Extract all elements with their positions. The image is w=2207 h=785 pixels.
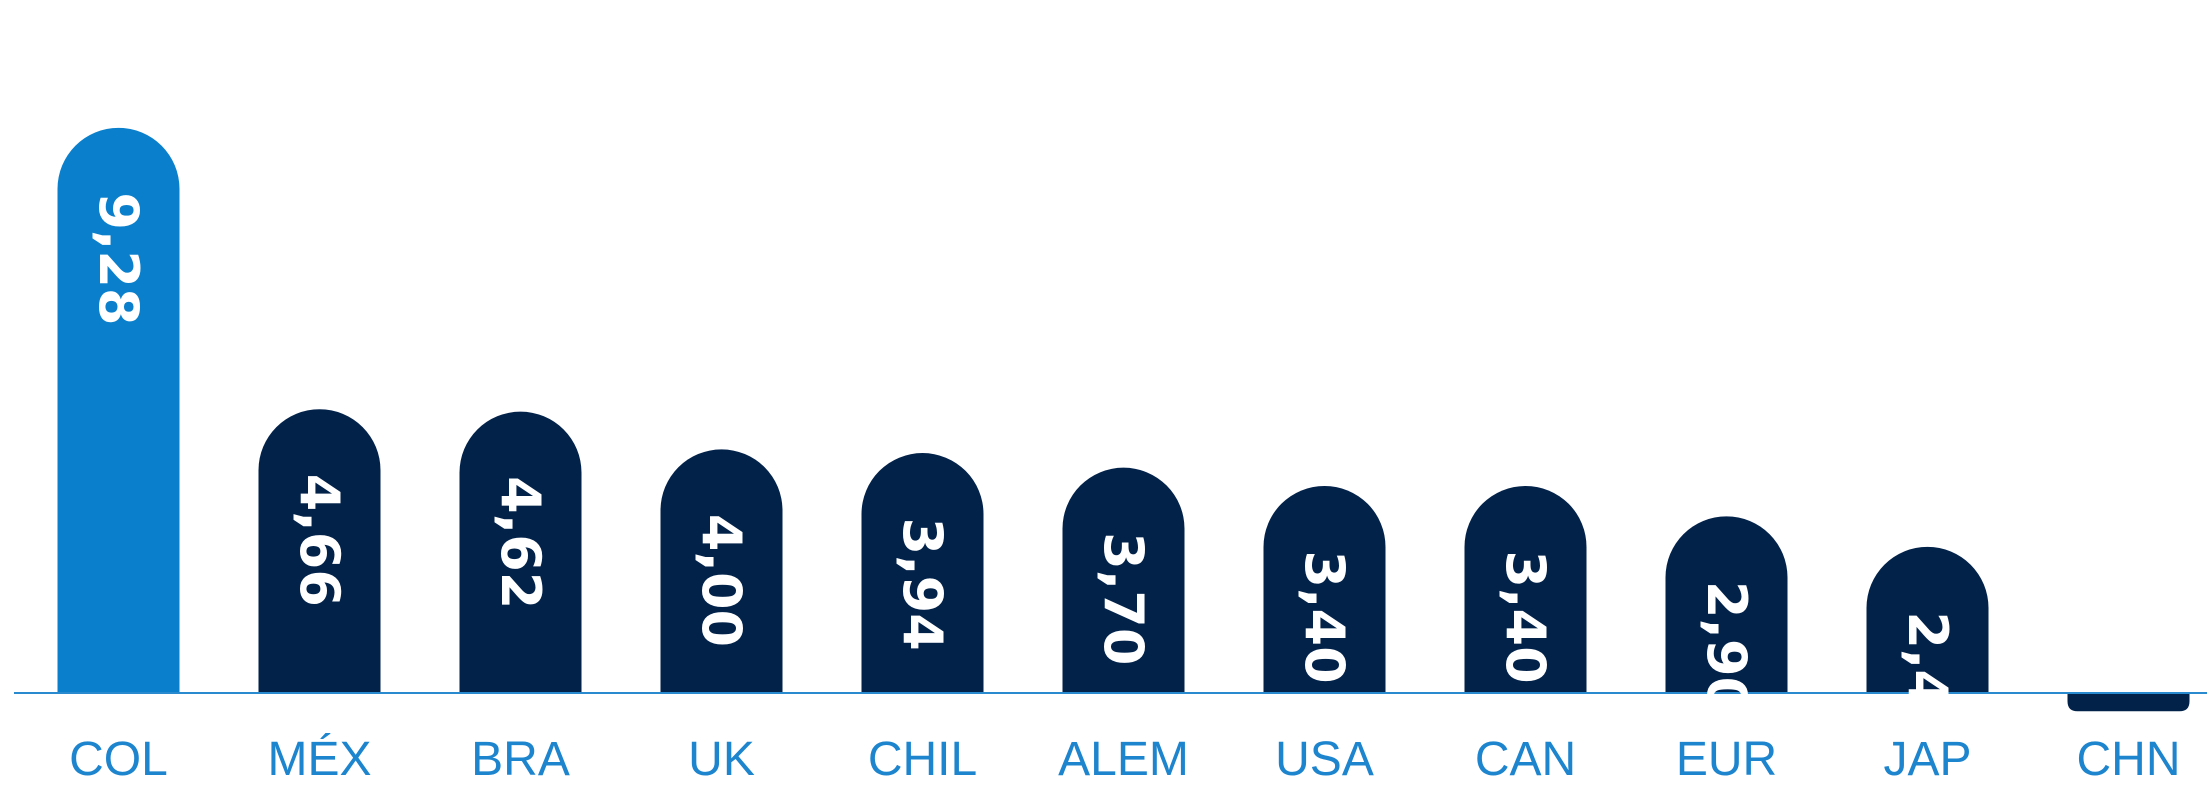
category-label-chn: CHN: [2077, 733, 2181, 785]
bar-usa: [1263, 485, 1386, 693]
bars-group: [57, 127, 2190, 712]
bar-eur: [1665, 516, 1788, 693]
category-label-eur: EUR: [1676, 733, 1777, 785]
value-label-usa: 3,40: [1293, 550, 1356, 683]
value-labels-group: 9,28 4,66 4,62 4,00 3,94 3,70 3,40 3,40 2,90 2,40…: [87, 192, 2160, 744]
category-labels-group: COL MÉX BRA UK CHIL ALEM USA CAN EUR JAP CHN: [69, 733, 2180, 785]
value-label-chn: -0,30: [2097, 500, 2160, 656]
value-label-bra: 4,62: [489, 476, 552, 609]
category-label-usa: USA: [1275, 733, 1374, 785]
bar-jap: [1866, 546, 1989, 693]
value-label-chil: 3,94: [891, 518, 954, 651]
category-label-méx: MÉX: [267, 733, 371, 785]
value-label-eur: 2,90: [1695, 581, 1758, 714]
category-label-can: CAN: [1475, 733, 1576, 785]
category-label-col: COL: [69, 733, 168, 785]
category-label-chil: CHIL: [868, 733, 977, 785]
bar-col: [57, 127, 180, 693]
bar-chn: [2067, 693, 2190, 712]
category-label-alem: ALEM: [1058, 733, 1189, 785]
bar-chil: [861, 453, 984, 693]
category-label-jap: JAP: [1883, 733, 1971, 785]
value-label-uk: 4,00: [690, 514, 753, 647]
bar-uk: [660, 449, 783, 693]
bar-méx: [258, 409, 381, 693]
value-label-col: 9,28: [87, 192, 150, 325]
value-label-jap: 2,40: [1896, 611, 1959, 744]
category-label-bra: BRA: [471, 733, 570, 785]
value-label-can: 3,40: [1494, 550, 1557, 683]
value-label-méx: 4,66: [288, 474, 351, 607]
bar-bra: [459, 411, 582, 693]
bar-alem: [1062, 467, 1185, 693]
category-label-uk: UK: [688, 733, 755, 785]
bar-can: [1464, 485, 1587, 693]
value-label-alem: 3,70: [1092, 532, 1155, 665]
